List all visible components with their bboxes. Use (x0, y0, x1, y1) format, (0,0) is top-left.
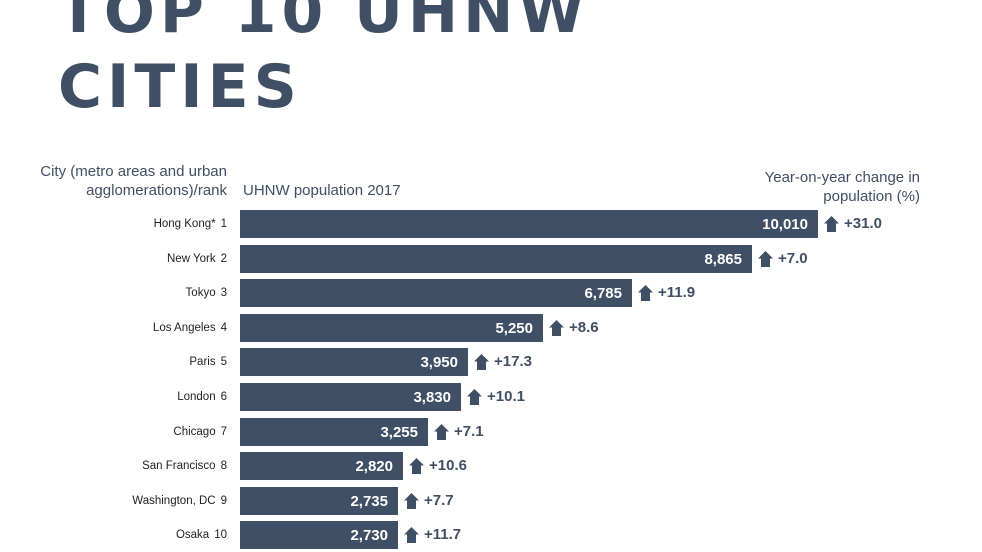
city-name: Paris (189, 356, 216, 369)
bar-value-label: 3,255 (380, 423, 418, 441)
house-up-arrow-icon (433, 423, 454, 441)
change-indicator: +11.9 (637, 279, 695, 307)
city-name: Los Angeles (152, 321, 216, 334)
change-value-label: +7.1 (454, 422, 484, 440)
bar-value-label: 6,785 (584, 285, 622, 303)
population-bar: 3,830 (240, 383, 461, 411)
population-bar: 3,255 (240, 417, 428, 446)
bar-value-label: 10,010 (762, 216, 808, 233)
house-up-arrow-icon (403, 526, 424, 544)
city-rank: 4 (220, 321, 227, 334)
city-label: Osaka 10 (176, 521, 227, 549)
city-rank: 6 (220, 391, 227, 403)
change-indicator: +11.7 (403, 521, 461, 549)
chart-row: Osaka 10 2,730 +11.7 (0, 521, 982, 550)
chart-row: New York 2 8,865 +7.0 (0, 244, 982, 273)
change-indicator: +7.1 (433, 418, 484, 446)
city-name: Tokyo (185, 287, 216, 300)
change-value-label: +7.7 (424, 491, 454, 509)
house-up-arrow-icon (823, 215, 844, 233)
population-bar: 6,785 (240, 279, 632, 308)
change-indicator: +7.0 (757, 245, 808, 273)
chart-row: Los Angeles 4 5,250 +8.6 (0, 313, 982, 342)
city-label: Hong Kong* 1 (154, 210, 227, 238)
bar-value-label: 8,865 (704, 250, 742, 268)
city-label: Washington, DC 9 (132, 487, 227, 515)
city-name: Washington, DC (132, 494, 216, 507)
house-up-arrow-icon (408, 457, 429, 475)
population-bar: 2,820 (240, 452, 403, 481)
population-bar: 5,250 (240, 313, 543, 342)
bar-value-label: 2,730 (350, 527, 388, 545)
city-name: Chicago (173, 425, 216, 438)
city-label: New York 2 (167, 245, 227, 273)
chart-title-line-1: TOP 10 UHNW (58, 0, 590, 47)
chart-row: San Francisco 8 2,820 +10.6 (0, 452, 982, 481)
city-name: London (177, 391, 216, 403)
change-value-label: +8.6 (569, 318, 599, 336)
chart-row: Chicago 7 3,255 +7.1 (0, 417, 982, 446)
change-indicator: +10.6 (408, 452, 467, 480)
city-rank: 9 (220, 494, 227, 507)
city-label: San Francisco 8 (142, 452, 227, 480)
change-value-label: +11.7 (424, 526, 462, 544)
house-up-arrow-icon (473, 353, 494, 371)
bar-value-label: 2,820 (355, 458, 393, 476)
change-indicator: +10.1 (466, 383, 525, 411)
change-column-header: Year-on-year change in population (%) (764, 169, 920, 205)
city-rank: 7 (220, 425, 227, 438)
city-rank: 1 (220, 218, 227, 230)
change-value-label: +31.0 (844, 215, 882, 232)
house-up-arrow-icon (466, 388, 487, 406)
bar-value-label: 2,735 (350, 492, 388, 510)
city-rank: 3 (220, 287, 227, 300)
city-label: Los Angeles 4 (153, 314, 227, 342)
city-label: Tokyo 3 (186, 279, 227, 307)
chart-row: Hong Kong* 1 10,010 +31.0 (0, 210, 982, 238)
change-value-label: +11.9 (658, 284, 696, 302)
city-label: Paris 5 (189, 348, 227, 376)
change-indicator: +31.0 (823, 210, 882, 238)
population-bar: 10,010 (240, 210, 818, 238)
city-label: Chicago 7 (173, 418, 227, 446)
city-name: Hong Kong* (153, 218, 216, 230)
chart-title-line-2: CITIES (58, 52, 302, 122)
change-indicator: +7.7 (403, 487, 454, 515)
population-column-header: UHNW population 2017 (243, 182, 401, 199)
house-up-arrow-icon (403, 492, 424, 510)
population-bar: 2,730 (240, 521, 398, 550)
change-value-label: +7.0 (778, 249, 808, 267)
house-up-arrow-icon (548, 319, 569, 337)
chart-row: Washington, DC 9 2,735 +7.7 (0, 486, 982, 515)
change-indicator: +8.6 (548, 314, 599, 342)
population-bar: 8,865 (240, 244, 752, 273)
change-indicator: +17.3 (473, 348, 532, 376)
chart-row: Tokyo 3 6,785 +11.9 (0, 279, 982, 308)
city-name: New York (167, 252, 216, 265)
city-name: Osaka (175, 529, 210, 542)
bar-value-label: 5,250 (495, 319, 533, 337)
house-up-arrow-icon (637, 284, 658, 302)
chart-row: London 6 3,830 +10.1 (0, 383, 982, 411)
bar-value-label: 3,950 (420, 354, 458, 372)
city-rank: 2 (220, 252, 227, 265)
bar-value-label: 3,830 (413, 389, 451, 406)
city-rank: 5 (220, 356, 227, 369)
change-value-label: +10.6 (429, 457, 467, 475)
city-name: San Francisco (142, 460, 216, 473)
change-value-label: +17.3 (494, 353, 532, 371)
house-up-arrow-icon (757, 250, 778, 268)
chart-row: Paris 5 3,950 +17.3 (0, 348, 982, 377)
population-bar: 2,735 (240, 486, 398, 515)
city-rank: 10 (214, 529, 227, 542)
city-rank: 8 (220, 460, 227, 473)
population-bar: 3,950 (240, 348, 468, 377)
city-label: London 6 (177, 383, 227, 411)
change-value-label: +10.1 (487, 388, 525, 405)
city-column-header: City (metro areas and urban agglomeratio… (40, 163, 227, 199)
